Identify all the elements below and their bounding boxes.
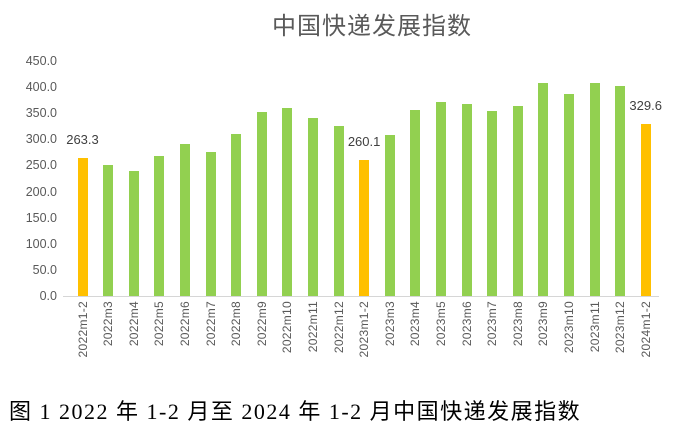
bar-2022m5 [154,155,165,296]
bar-2022m7 [205,152,216,296]
x-axis-label: 2022m8 [229,301,244,347]
bar-2023m4 [410,110,421,296]
bar-2023m10 [563,94,574,296]
x-axis-label: 2022m10 [280,301,295,354]
y-axis-tick-label: 350.0 [25,106,57,121]
x-axis-label: 2023m6 [459,301,474,347]
bar-2022m10 [282,108,293,296]
x-axis-label: 2024m1-2 [638,301,653,358]
bar-2023m9 [538,82,549,296]
x-axis-label: 2022m7 [203,301,218,347]
x-axis-label: 2023m11 [587,301,602,353]
y-axis-tick-label: 100.0 [25,236,57,251]
y-axis-tick-label: 200.0 [25,184,57,199]
y-axis-tick-label: 0.0 [39,289,57,303]
x-axis-line [63,296,659,297]
x-axis-label: 2022m11 [305,301,320,353]
x-axis-label: 2022m4 [126,301,141,347]
bar-2022m8 [231,133,242,296]
bar-2023m5 [435,101,446,296]
bar-2024m1-2 [640,123,651,296]
bar-data-label: 329.6 [629,97,662,113]
x-axis-label: 2022m12 [331,301,346,354]
bar-2022m6 [179,144,190,296]
x-axis-label: 2022m1-2 [75,301,90,358]
x-axis-label: 2022m6 [177,301,192,347]
x-axis-label: 2023m5 [433,301,448,347]
x-axis-label: 2023m3 [382,301,397,347]
bar-data-label: 260.1 [347,134,381,150]
y-axis-tick-label: 400.0 [25,80,57,95]
y-axis-tick-label: 150.0 [25,210,57,225]
x-axis-label: 2023m7 [485,301,500,347]
bar-2023m7 [487,111,498,296]
y-axis-tick-label: 450.0 [25,54,57,68]
x-axis-label: 2023m9 [536,301,551,347]
bar-2022m3 [103,165,114,296]
bar-2023m12 [615,85,626,296]
x-axis-label: 2023m10 [561,301,576,354]
x-axis-label: 2023m4 [408,301,423,347]
bar-2023m11 [589,82,600,296]
bar-2022m4 [128,170,139,296]
x-axis-label: 2022m5 [152,301,167,347]
x-axis-label: 2023m12 [613,301,628,354]
y-axis-tick-label: 300.0 [25,132,57,147]
chart-title: 中国快递发展指数 [272,13,472,40]
y-axis-tick-label: 50.0 [32,262,57,277]
bar-2022m12 [333,125,344,296]
bar-2022m11 [307,118,318,296]
bar-2022m9 [256,111,267,296]
bar-2023m6 [461,104,472,296]
figure-caption: 图 1 2022 年 1-2 月至 2024 年 1-2 月中国快递发展指数 [9,399,582,424]
bar-2023m1-2 [359,160,370,296]
bar-2022m1-2 [77,158,88,296]
x-axis-label: 2023m8 [510,301,525,347]
bar-data-label: 263.3 [66,132,99,148]
x-axis-label: 2022m9 [254,301,269,347]
x-axis-label: 2023m1-2 [357,301,372,358]
bar-2023m3 [384,135,395,296]
x-axis-label: 2022m3 [101,301,116,347]
y-axis-tick-label: 250.0 [25,158,57,173]
bar-2023m8 [512,105,523,296]
